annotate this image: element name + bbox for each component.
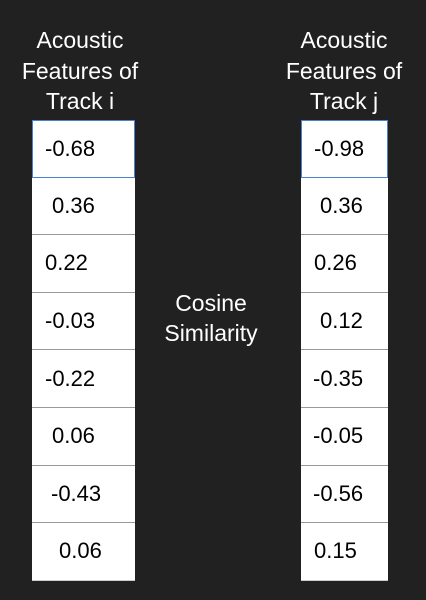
track-i-cell[interactable]: 0.22 (32, 235, 135, 293)
track-i-feature-column: -0.68 0.36 0.22 -0.03 -0.22 0.06 -0.43 0… (32, 120, 135, 581)
track-j-cell[interactable]: -0.56 (301, 465, 388, 524)
track-i-cell[interactable]: 0.36 (32, 177, 135, 236)
track-j-cell[interactable]: 0.15 (301, 523, 388, 581)
track-j-header-line-1: Acoustic (300, 27, 388, 53)
track-j-cell[interactable]: -0.98 (301, 120, 388, 178)
cosine-similarity-line-1: Cosine (175, 290, 247, 316)
track-i-cell[interactable]: -0.22 (32, 350, 135, 408)
track-j-header: Acoustic Features of Track j (274, 25, 414, 117)
track-j-cell[interactable]: 0.26 (301, 235, 388, 293)
track-j-cell[interactable]: -0.05 (301, 407, 388, 466)
track-i-cell[interactable]: 0.06 (32, 523, 135, 581)
track-i-header: Acoustic Features of Track i (10, 25, 150, 117)
track-i-cell[interactable]: -0.03 (32, 292, 135, 351)
track-j-cell[interactable]: 0.36 (301, 177, 388, 236)
track-j-cell[interactable]: -0.35 (301, 350, 388, 408)
cosine-similarity-label: Cosine Similarity (150, 288, 272, 348)
track-i-cell[interactable]: -0.43 (32, 465, 135, 524)
track-j-header-line-2: Features of (285, 57, 403, 84)
track-i-header-line-1: Acoustic (36, 27, 124, 53)
track-i-header-line-2: Features of (21, 57, 139, 84)
track-i-cell[interactable]: -0.68 (32, 120, 135, 178)
track-j-feature-column: -0.98 0.36 0.26 0.12 -0.35 -0.05 -0.56 0… (301, 120, 388, 581)
track-i-header-line-3: Track i (45, 88, 115, 114)
track-j-header-line-3: Track j (309, 88, 379, 114)
track-i-cell[interactable]: 0.06 (32, 407, 135, 466)
cosine-similarity-line-2: Similarity (164, 320, 258, 346)
track-j-cell[interactable]: 0.12 (301, 292, 388, 351)
